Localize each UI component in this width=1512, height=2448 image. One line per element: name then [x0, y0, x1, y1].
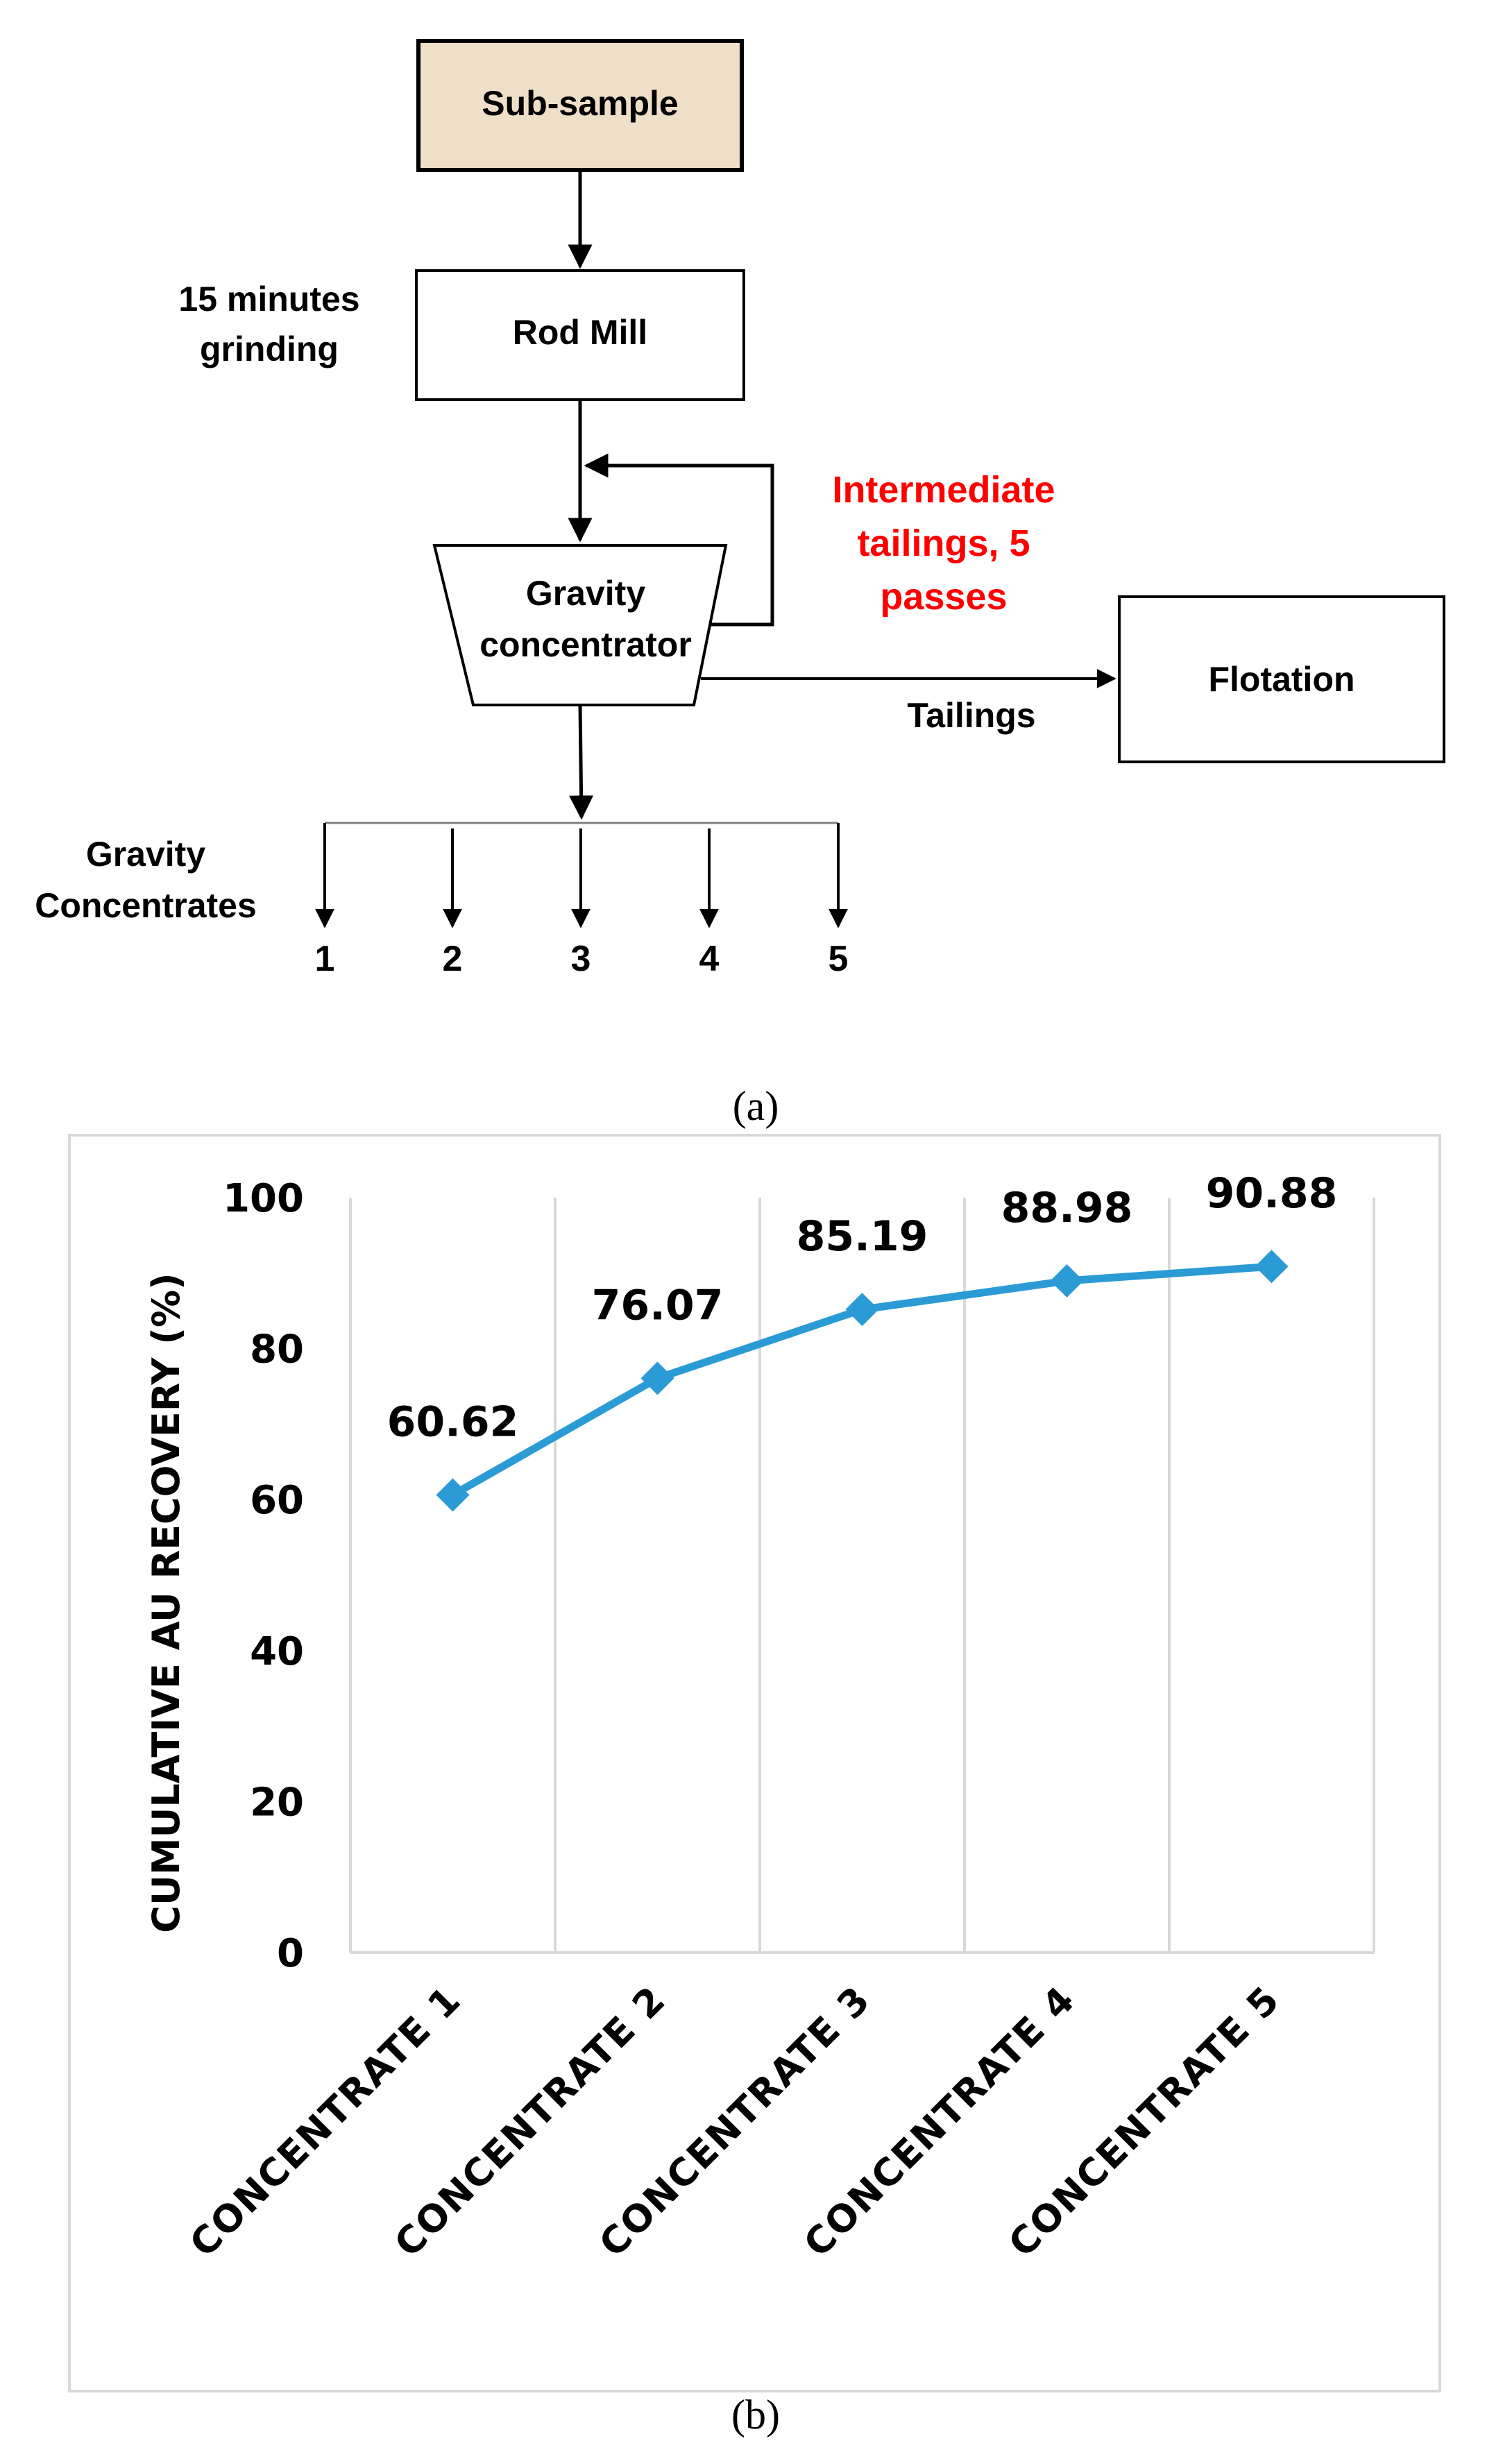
concentrate-number-2: 2	[443, 939, 463, 979]
intermediate-tailings-label-2: tailings, 5	[857, 522, 1030, 564]
data-point-marker	[640, 1361, 674, 1395]
data-label-2: 76.07	[592, 1281, 724, 1329]
gravity-concentrates-label-2: Concentrates	[35, 886, 257, 925]
caption-a: (a)	[733, 1083, 779, 1129]
gravity-concentrates-label-1: Gravity	[86, 835, 206, 874]
data-label-3: 85.19	[797, 1212, 928, 1261]
gravity-concentrator-label-2: concentrator	[479, 625, 692, 664]
recycle-loop-line	[584, 453, 774, 627]
data-point-marker	[1050, 1264, 1084, 1298]
gravity-concentrator-shape	[432, 544, 728, 706]
intermediate-tailings-label-1: Intermediate	[832, 469, 1055, 511]
concentrate-number-5: 5	[829, 939, 849, 979]
concentrate-number-1: 1	[315, 939, 335, 979]
caption-b: (b)	[731, 2392, 780, 2438]
rod-mill-label: Rod Mill	[513, 313, 647, 352]
data-label-1: 60.62	[387, 1397, 519, 1446]
tailings-label: Tailings	[907, 696, 1035, 735]
y-tick-label: 100	[223, 1176, 304, 1221]
gravity-concentrator-label-1: Gravity	[526, 574, 646, 613]
data-point-marker	[1255, 1250, 1289, 1284]
y-tick-label: 40	[250, 1629, 304, 1674]
series-markers	[436, 1250, 1289, 1512]
sub-sample-label: Sub-sample	[482, 84, 678, 123]
vertical-gridlines	[349, 1198, 1375, 1953]
y-tick-label: 60	[250, 1478, 304, 1523]
flotation-label: Flotation	[1208, 660, 1354, 699]
concentrate-number-4: 4	[699, 939, 720, 979]
concentrate-number-3: 3	[571, 939, 591, 979]
process-flowchart: Sub-sample Rod Mill 15 minutes grinding …	[35, 39, 1445, 1129]
y-tick-label: 0	[277, 1931, 304, 1976]
data-label-4: 88.98	[1001, 1184, 1133, 1232]
y-tick-label: 80	[250, 1327, 304, 1372]
flotation-box	[1118, 595, 1445, 763]
y-tick-label: 20	[250, 1780, 304, 1825]
data-point-marker	[436, 1478, 470, 1512]
intermediate-tailings-label-3: passes	[880, 576, 1007, 618]
y-axis-ticks: 0 20 40 60 80 100	[223, 1176, 304, 1976]
data-point-marker	[845, 1293, 879, 1327]
data-labels: 60.62 76.07 85.19 88.98 90.88	[387, 1169, 1338, 1446]
grinding-time-label: 15 minutes	[178, 280, 359, 318]
grinding-label: grinding	[200, 330, 339, 368]
rod-mill-box	[415, 269, 745, 401]
y-axis-title: CUMULATIVE AU RECOVERY (%)	[144, 1273, 188, 1933]
data-label-5: 90.88	[1206, 1169, 1338, 1218]
sub-sample-box	[416, 39, 744, 172]
arrow-gravity-to-concentrates	[569, 704, 594, 820]
